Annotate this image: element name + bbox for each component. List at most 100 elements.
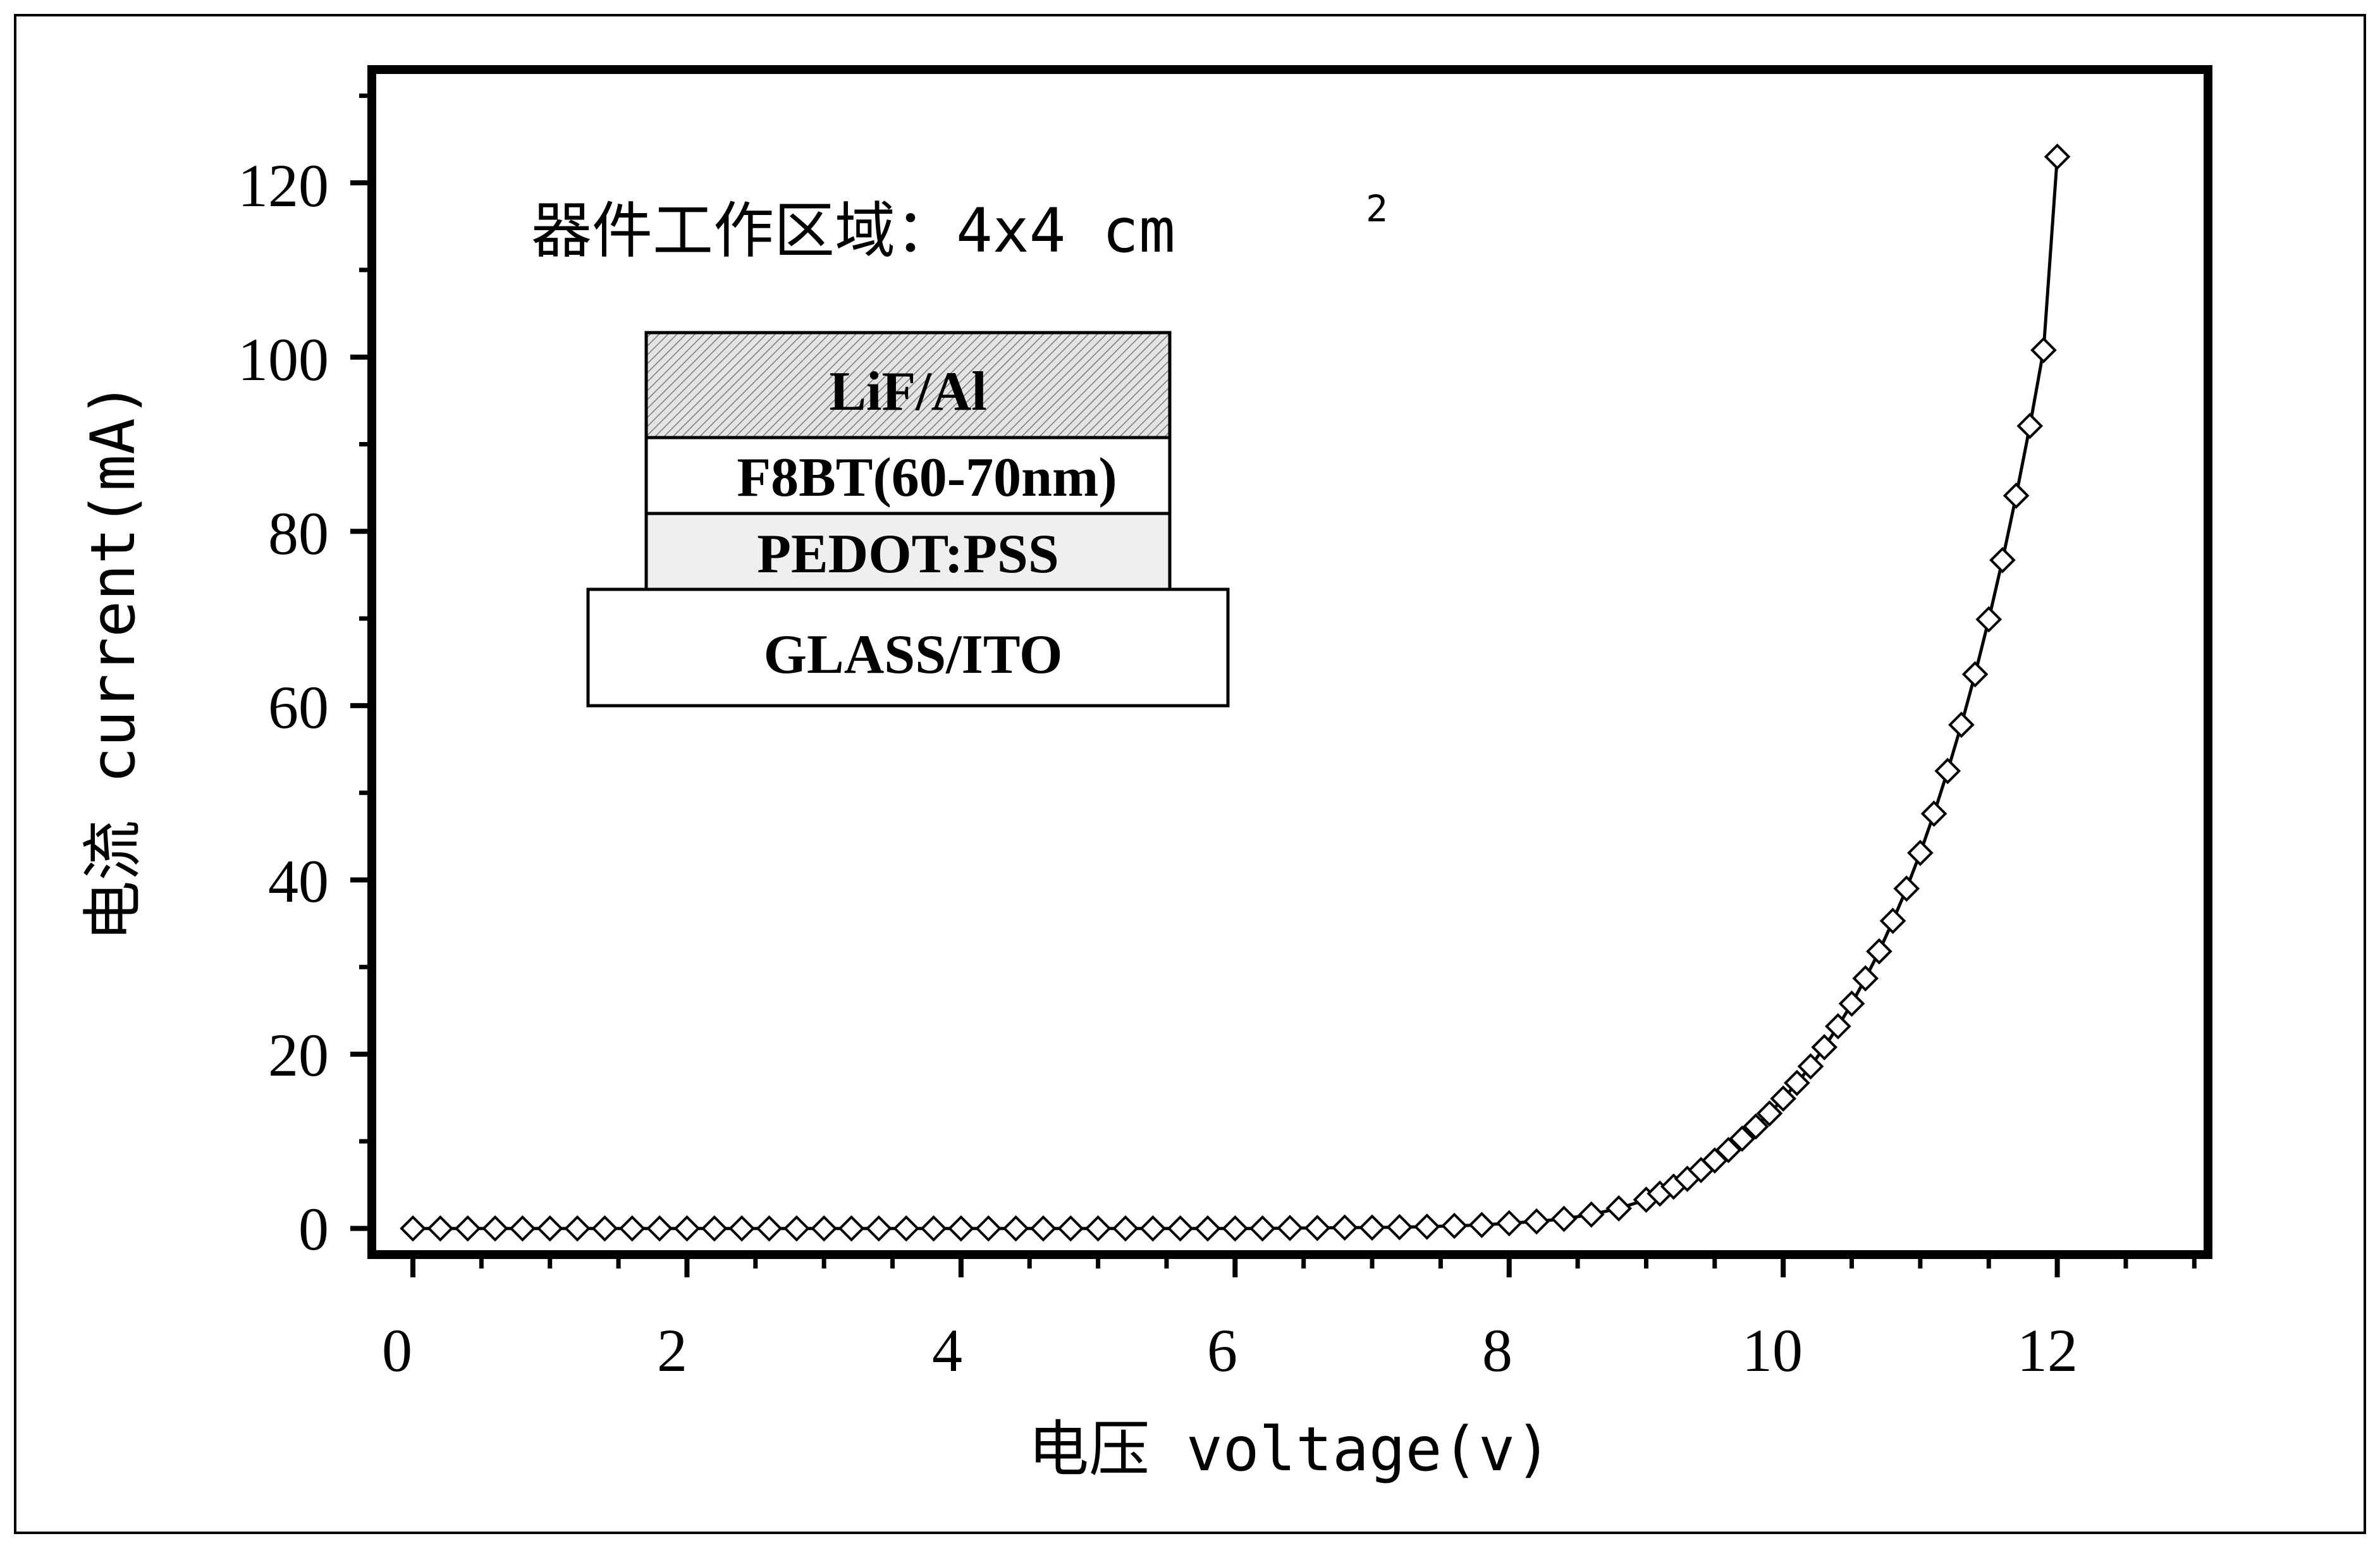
data-point (1386, 1213, 1413, 1241)
data-point (1715, 1136, 1742, 1164)
data-point (1893, 875, 1920, 902)
y-tick-label: 80 (268, 500, 329, 567)
data-point (1523, 1208, 1550, 1235)
layer-f8bt (644, 436, 1172, 515)
x-axis-title: 电压 voltage(v) (1028, 1414, 1552, 1485)
data-point (564, 1215, 591, 1242)
data-point (1605, 1195, 1632, 1222)
data-point (2030, 336, 2057, 364)
data-point (1359, 1214, 1385, 1241)
data-point (1756, 1100, 1783, 1127)
data-point (975, 1215, 1002, 1242)
data-point (1866, 938, 1892, 965)
data-point (811, 1215, 837, 1242)
data-point (536, 1215, 563, 1242)
data-point (838, 1215, 865, 1242)
data-point (1920, 800, 1948, 827)
data-point (1975, 606, 2003, 633)
y-axis-title: 电流 current(mA) (78, 381, 149, 942)
data-point (1578, 1201, 1605, 1228)
data-point (1222, 1215, 1249, 1242)
data-point (1907, 839, 1934, 866)
data-point (482, 1215, 508, 1242)
data-point (400, 1215, 426, 1242)
series-line (413, 156, 2059, 1231)
data-point (1770, 1085, 1797, 1112)
data-point (948, 1215, 974, 1242)
data-point (1989, 546, 2016, 574)
x-tick-label: 10 (1742, 1317, 1803, 1384)
data-point (427, 1215, 454, 1242)
x-tick-label: 6 (1207, 1317, 1237, 1384)
data-point (1030, 1215, 1057, 1242)
device-area-text: 器件工作区域：4x4 cm (531, 195, 1175, 266)
data-point (1743, 1113, 1769, 1140)
data-point (2003, 482, 2030, 509)
data-point (783, 1215, 810, 1242)
data-point (893, 1215, 920, 1242)
series-markers (400, 143, 2071, 1242)
x-tick-labels: 0 2 4 6 8 10 12 (382, 1317, 2078, 1384)
data-point (1838, 990, 1865, 1017)
data-point (1413, 1213, 1440, 1240)
data-point (2044, 143, 2071, 170)
data-point (1084, 1215, 1112, 1242)
y-minor-ticks (359, 93, 372, 1144)
data-point (1331, 1214, 1358, 1241)
y-tick-labels: 0 20 40 60 80 100 120 (238, 152, 329, 1263)
layer-lif-al (644, 331, 1172, 439)
data-point (1194, 1215, 1221, 1242)
x-tick-label: 8 (1482, 1317, 1512, 1384)
data-point (673, 1215, 701, 1242)
y-tick-label: 0 (298, 1195, 329, 1263)
data-point (1057, 1215, 1084, 1242)
y-tick-label: 60 (268, 673, 329, 741)
data-point (1550, 1205, 1578, 1232)
y-tick-label: 20 (268, 1021, 329, 1089)
layer-pedot-pss-label: PEDOT:PSS (757, 524, 1059, 585)
data-point (509, 1215, 536, 1242)
data-point (1167, 1215, 1194, 1242)
layer-glass-ito (586, 587, 1230, 708)
y-tick-label: 40 (268, 847, 329, 915)
layer-pedot-pss (644, 512, 1172, 591)
x-tick-label: 4 (932, 1317, 962, 1384)
data-point (1825, 1013, 1851, 1040)
x-tick-label: 2 (657, 1317, 687, 1384)
x-minor-ticks (479, 1255, 2197, 1268)
x-tick-label: 0 (382, 1317, 412, 1384)
data-point (866, 1215, 892, 1242)
layer-f8bt-label: F8BT(60-70nm) (737, 447, 1117, 508)
data-point (701, 1215, 728, 1242)
data-point (1495, 1210, 1523, 1237)
x-tick-label: 12 (2017, 1317, 2078, 1384)
data-point (1811, 1034, 1838, 1060)
data-point (756, 1215, 783, 1242)
data-point (1729, 1125, 1755, 1152)
data-point (1934, 758, 1961, 785)
data-point (1468, 1212, 1495, 1238)
plot-frame (367, 65, 2212, 1259)
layer-glass-ito-label: GLASS/ITO (764, 624, 1063, 685)
device-area-superscript: 2 (1366, 187, 1388, 230)
data-point (1797, 1053, 1824, 1080)
y-tick-label: 120 (238, 152, 329, 219)
data-point (1304, 1215, 1331, 1241)
data-point (1249, 1215, 1276, 1242)
data-point (920, 1215, 947, 1242)
layer-lif-al-label: LiF/Al (829, 361, 986, 422)
data-point (591, 1215, 618, 1242)
device-stack-diagram: LiF/Al F8BT(60-70nm) PEDOT:PSS GLASS/ITO (586, 331, 1230, 708)
data-point (1139, 1215, 1167, 1242)
data-point (618, 1215, 646, 1242)
data-point (1948, 711, 1975, 739)
x-major-ticks (410, 1255, 2060, 1277)
data-point (1441, 1212, 1468, 1239)
data-point (454, 1215, 481, 1242)
data-point (1852, 965, 1879, 992)
device-area-annotation: 器件工作区域：4x4 cm (531, 195, 1175, 266)
data-point (1112, 1215, 1139, 1242)
data-point (2016, 412, 2044, 439)
y-major-ticks (350, 180, 372, 1231)
